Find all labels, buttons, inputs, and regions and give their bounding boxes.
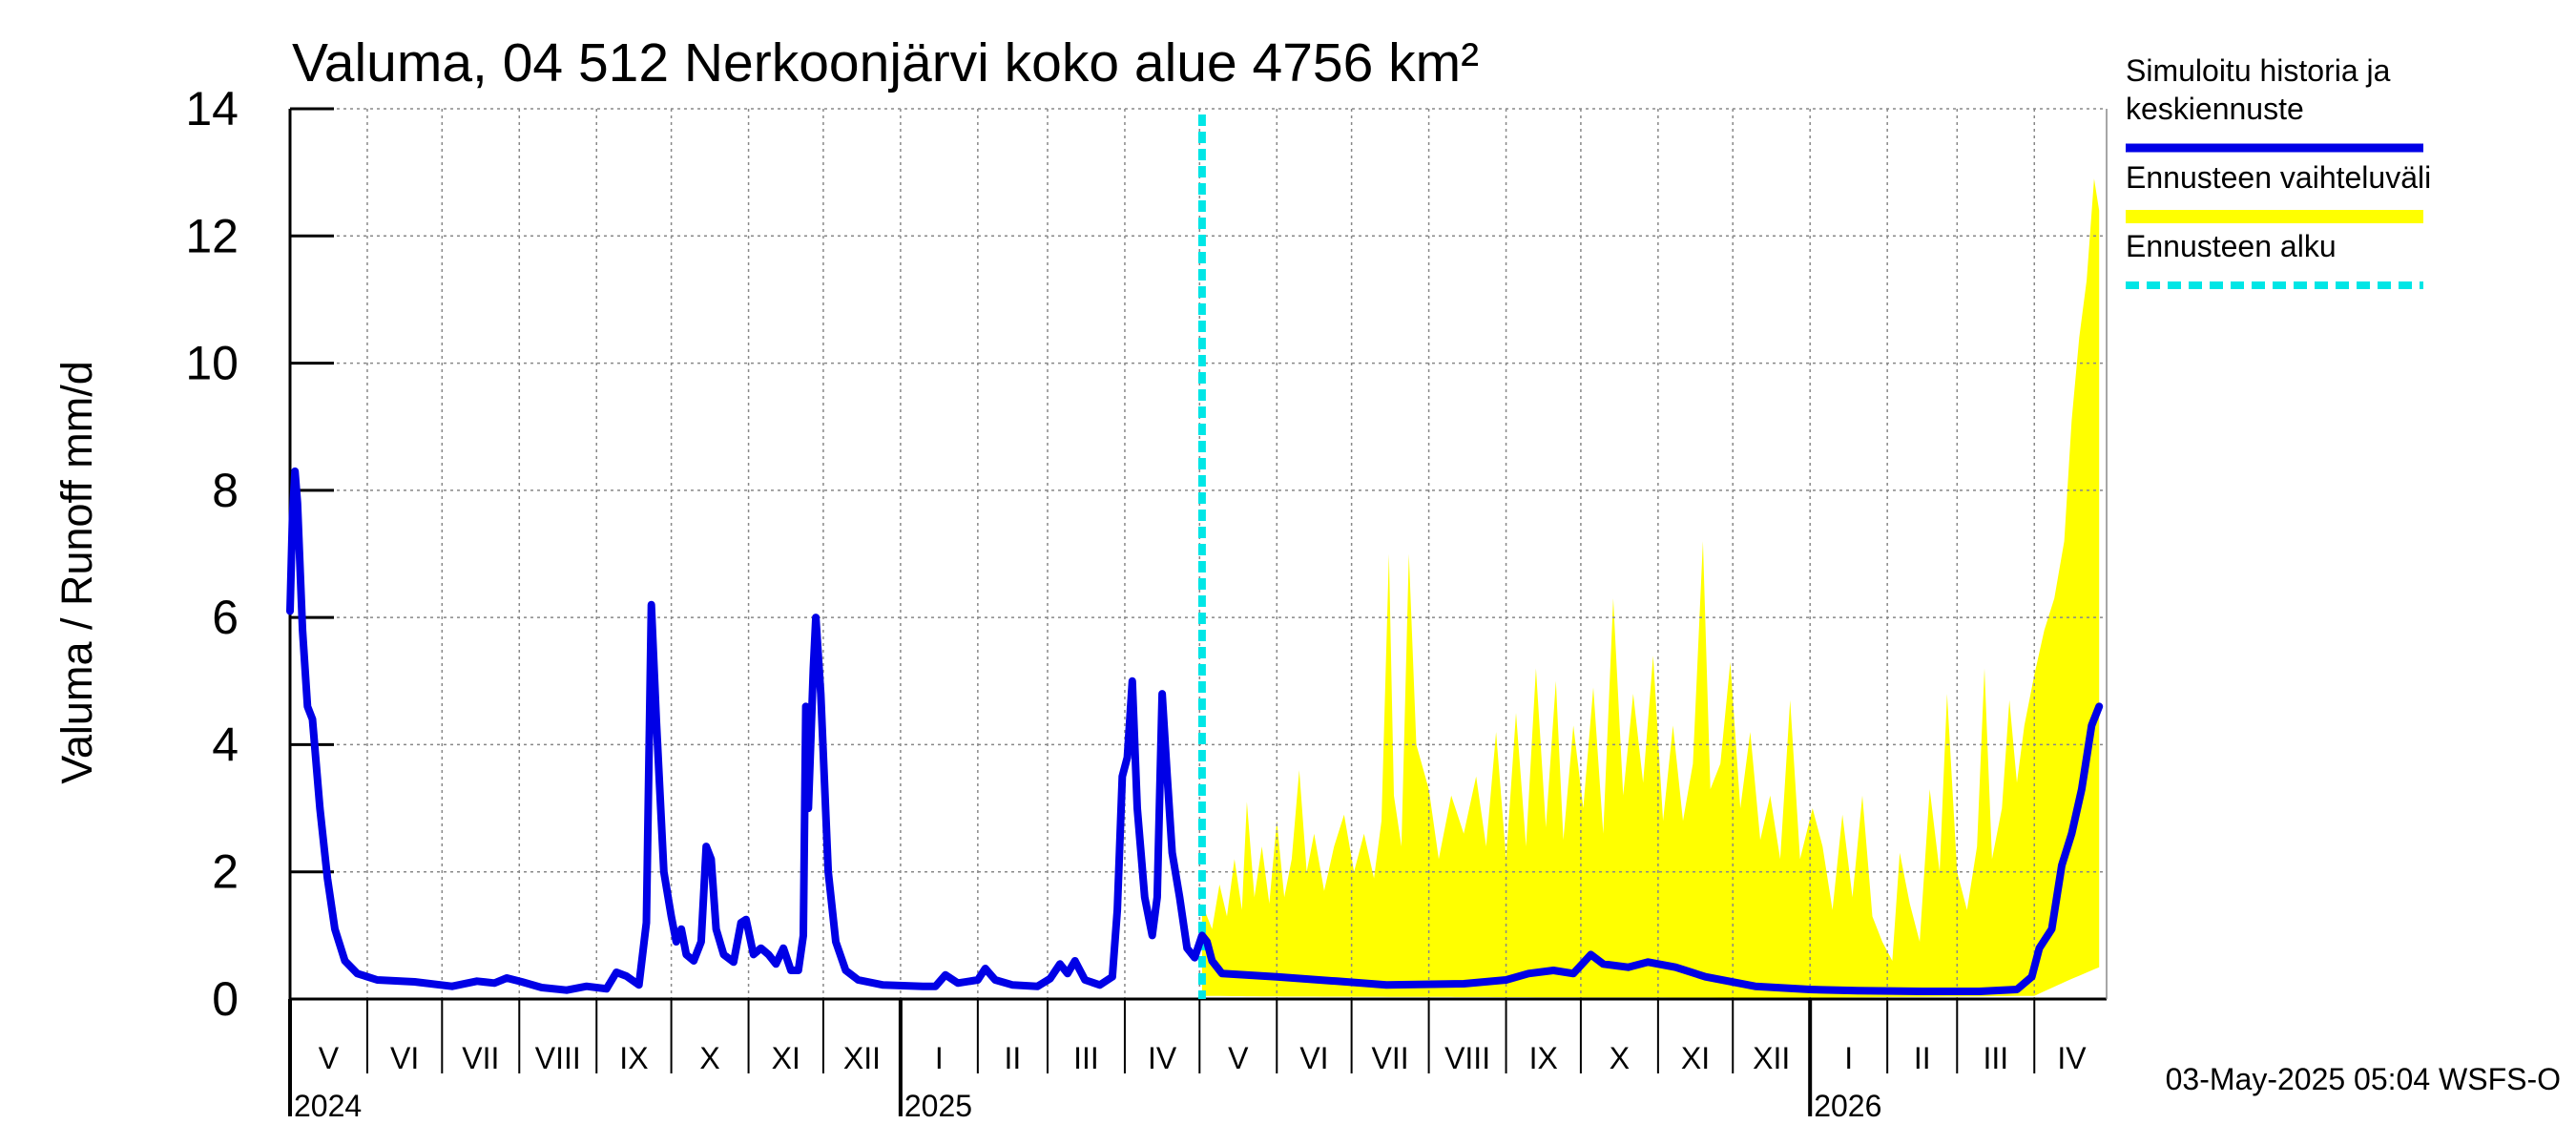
legend-label: Ennusteen alku	[2126, 229, 2337, 263]
legend-label: Ennusteen vaihteluväli	[2126, 160, 2431, 195]
x-month-label: XII	[1753, 1041, 1790, 1075]
x-month-label: IV	[1148, 1041, 1177, 1075]
x-month-label: XII	[843, 1041, 881, 1075]
x-month-label: IX	[1529, 1041, 1558, 1075]
x-month-label: V	[319, 1041, 340, 1075]
y-tick-label: 0	[212, 972, 239, 1026]
forecast-range-band	[1201, 178, 2100, 998]
y-tick-label: 12	[185, 209, 239, 262]
x-year-label: 2025	[904, 1089, 972, 1123]
x-month-label: VI	[1299, 1041, 1328, 1075]
x-month-label: IX	[619, 1041, 648, 1075]
x-month-label: X	[1610, 1041, 1630, 1075]
x-month-label: I	[1844, 1041, 1853, 1075]
x-month-label: V	[1228, 1041, 1249, 1075]
x-month-label: III	[1983, 1041, 2008, 1075]
x-month-label: II	[1914, 1041, 1931, 1075]
x-month-label: IV	[2057, 1041, 2087, 1075]
x-month-label: VIII	[535, 1041, 581, 1075]
timestamp: 03-May-2025 05:04 WSFS-O	[2166, 1062, 2561, 1096]
x-month-label: VII	[462, 1041, 499, 1075]
grid	[290, 108, 2107, 999]
legend: Simuloitu historia ja keskiennuste Ennuste…	[2126, 53, 2431, 289]
x-month-label: VIII	[1444, 1041, 1490, 1075]
y-tick-label: 6	[212, 591, 239, 644]
legend-label: Simuloitu historia ja	[2126, 53, 2391, 88]
x-year-label: 2026	[1814, 1089, 1881, 1123]
y-tick-label: 4	[212, 718, 239, 771]
x-month-label: XI	[1681, 1041, 1710, 1075]
x-month-label: III	[1073, 1041, 1099, 1075]
x-month-label: VII	[1372, 1041, 1409, 1075]
x-month-label: X	[699, 1041, 719, 1075]
y-tick-label: 2	[212, 845, 239, 899]
y-tick-label: 8	[212, 464, 239, 517]
x-month-label: I	[935, 1041, 944, 1075]
y-axis-label: Valuma / Runoff mm/d	[52, 361, 101, 784]
x-month-label: VI	[390, 1041, 419, 1075]
y-tick-label: 14	[185, 82, 239, 135]
chart-title: Valuma, 04 512 Nerkoonjärvi koko alue 47…	[292, 32, 1479, 94]
y-tick-label: 10	[185, 337, 239, 390]
runoff-series-line	[286, 467, 2104, 995]
x-month-label: XI	[772, 1041, 800, 1075]
legend-label: keskiennuste	[2126, 92, 2304, 126]
x-year-label: 2024	[294, 1089, 362, 1123]
x-month-label: II	[1005, 1041, 1022, 1075]
